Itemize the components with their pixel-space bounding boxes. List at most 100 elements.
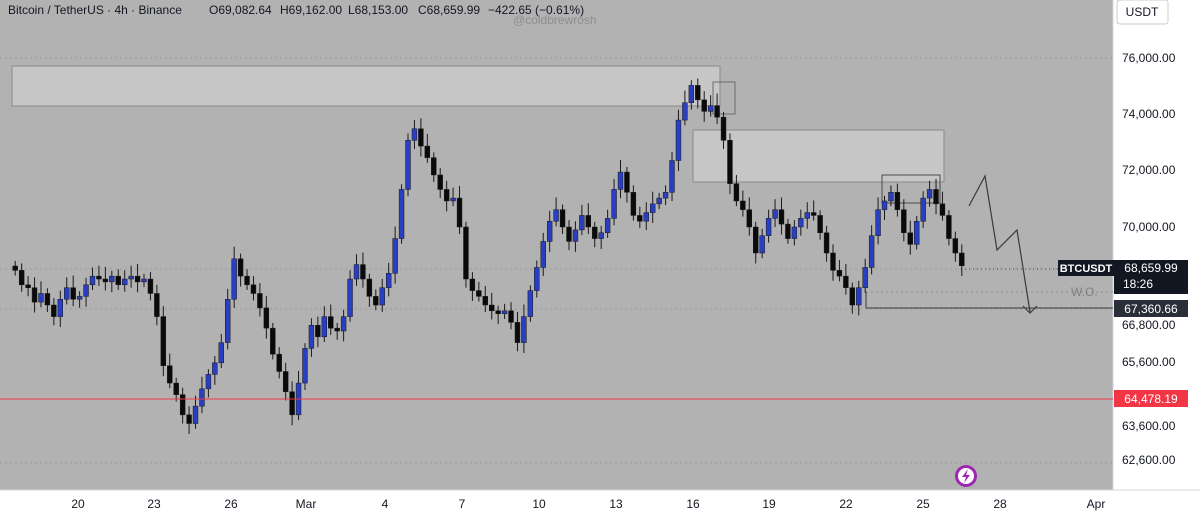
candle-body [546,220,553,242]
candle-body [585,215,592,228]
candle-body [804,212,810,219]
candle-body [650,203,656,213]
candle-body [611,189,617,219]
candle-body [946,215,952,239]
candle-body [257,293,263,309]
candle-body [733,183,740,202]
lightning-icon[interactable] [955,465,977,487]
candle-body [553,209,559,222]
candle-body [405,140,411,190]
candle-body [791,226,798,239]
candle-body [914,220,920,245]
candle-body [12,265,18,271]
candle-body [701,99,707,112]
candle-body [759,235,765,254]
candle-body [25,284,31,288]
date-tick-label: 20 [71,497,85,511]
date-tick-label: 16 [686,497,700,511]
candle-body [218,342,224,364]
countdown-label: 18:26 [1123,277,1153,291]
candle-body [849,287,856,306]
candle-body [360,264,366,280]
candle-body [270,327,276,355]
date-tick-label: 28 [993,497,1007,511]
candle-body [534,267,540,291]
date-tick-label: 23 [147,497,161,511]
candle-body [933,189,939,205]
candle-body [443,189,450,202]
candle-body [785,223,791,239]
date-tick-label: 7 [459,497,466,511]
candle-body [237,258,244,277]
candle-body [392,238,398,274]
currency-button[interactable] [1116,0,1169,25]
candle-body [682,102,688,121]
candle-body [289,391,295,416]
candle-body [308,325,315,349]
support-price-label: 64,478.19 [1124,392,1178,406]
candle-body [740,200,746,210]
candle-body [527,290,534,317]
candle-body [379,287,385,306]
date-tick-label: 19 [762,497,776,511]
candle-body [624,171,630,193]
candle-body [456,197,463,228]
date-tick-label: 25 [916,497,930,511]
date-tick-label: Mar [296,497,317,511]
wo-annotation: W.O. [1071,285,1098,299]
candle-body [482,296,488,306]
candle-body [205,374,212,390]
candle-body [250,284,257,294]
change-value: −422.65 (−0.61%) [488,3,584,17]
candle-body [695,85,701,101]
symbol-title: Bitcoin / TetherUS · 4h · Binance [8,3,182,17]
candle-body [617,171,624,190]
candle-body [501,310,508,314]
projection-path [968,174,1031,313]
candle-body [340,316,347,332]
price-axis-ticks: 76,000.00 74,000.00 72,000.00 70,000.00 66,8… [1122,51,1176,467]
candle-body [128,275,134,280]
candle-body [231,258,237,300]
candle-body [328,316,334,329]
candle-body [514,322,521,343]
candle-body [862,267,868,288]
candle-body [579,215,585,231]
candle-body [282,371,289,392]
candle-body [51,304,57,317]
candle-body [154,293,160,317]
last-price-label: 68,659.99 [1124,261,1178,275]
candle-body [263,307,270,329]
candle-body [926,189,933,199]
candle-body [920,197,926,222]
candle-body [276,353,282,372]
candle-body [109,275,115,283]
candle-body [321,316,327,338]
candle-body [817,215,823,234]
candle-body [64,287,70,300]
candle-body [508,310,514,323]
candle-body [669,160,675,193]
candle-body [38,293,44,303]
candle-body [173,382,179,395]
price-tick-label: 74,000.00 [1122,107,1176,121]
candle-body [630,192,637,216]
symbol-label: BTCUSDT [1060,263,1113,275]
date-tick-label: 13 [609,497,623,511]
candle-body [225,299,231,343]
last-price-label-bg [1114,260,1188,294]
date-tick-label: Apr [1087,497,1106,511]
candle-body [778,209,785,225]
candle-body [57,299,63,317]
candle-body [798,218,804,228]
supply-zone-lower [692,129,945,183]
candle-body [418,128,424,147]
candle-body [727,140,733,184]
candle-body [856,287,862,306]
candle-body [96,275,102,280]
date-tick-label: 4 [382,497,389,511]
supply-zones [11,65,945,204]
candle-body [212,362,218,375]
